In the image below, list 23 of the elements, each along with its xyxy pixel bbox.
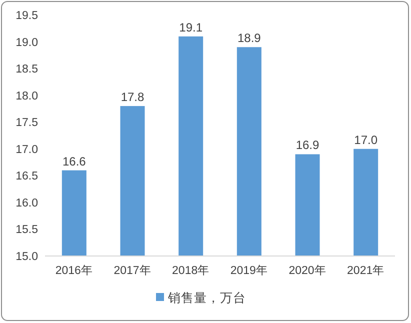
x-tick-label: 2018年 (172, 264, 210, 277)
x-tick-label: 2020年 (288, 264, 326, 277)
data-label: 17.0 (354, 132, 378, 147)
x-tick-label: 2016年 (55, 264, 93, 277)
data-label: 19.1 (179, 20, 203, 34)
y-tick-label: 15.5 (16, 224, 38, 236)
legend-label: 销售量，万台 (167, 291, 246, 305)
x-tick-label: 2019年 (230, 264, 268, 277)
data-label: 17.8 (120, 90, 144, 104)
y-tick-label: 18.0 (16, 90, 38, 102)
data-label: 18.9 (237, 31, 262, 46)
data-label: 16.6 (62, 154, 86, 168)
y-tick-label: 18.5 (16, 64, 38, 76)
x-tick-label: 2021年 (347, 264, 385, 277)
y-tick-label: 17.5 (16, 117, 38, 130)
y-tick-label: 16.0 (16, 197, 38, 210)
y-tick-label: 16.5 (16, 170, 38, 183)
data-label: 16.9 (296, 138, 320, 152)
x-tick-label: 2017年 (114, 264, 152, 277)
y-tick-label: 17.0 (16, 144, 38, 156)
y-tick-label: 19.0 (16, 36, 38, 49)
y-tick-label: 15.0 (16, 251, 38, 263)
y-tick-label: 19.5 (16, 10, 38, 22)
